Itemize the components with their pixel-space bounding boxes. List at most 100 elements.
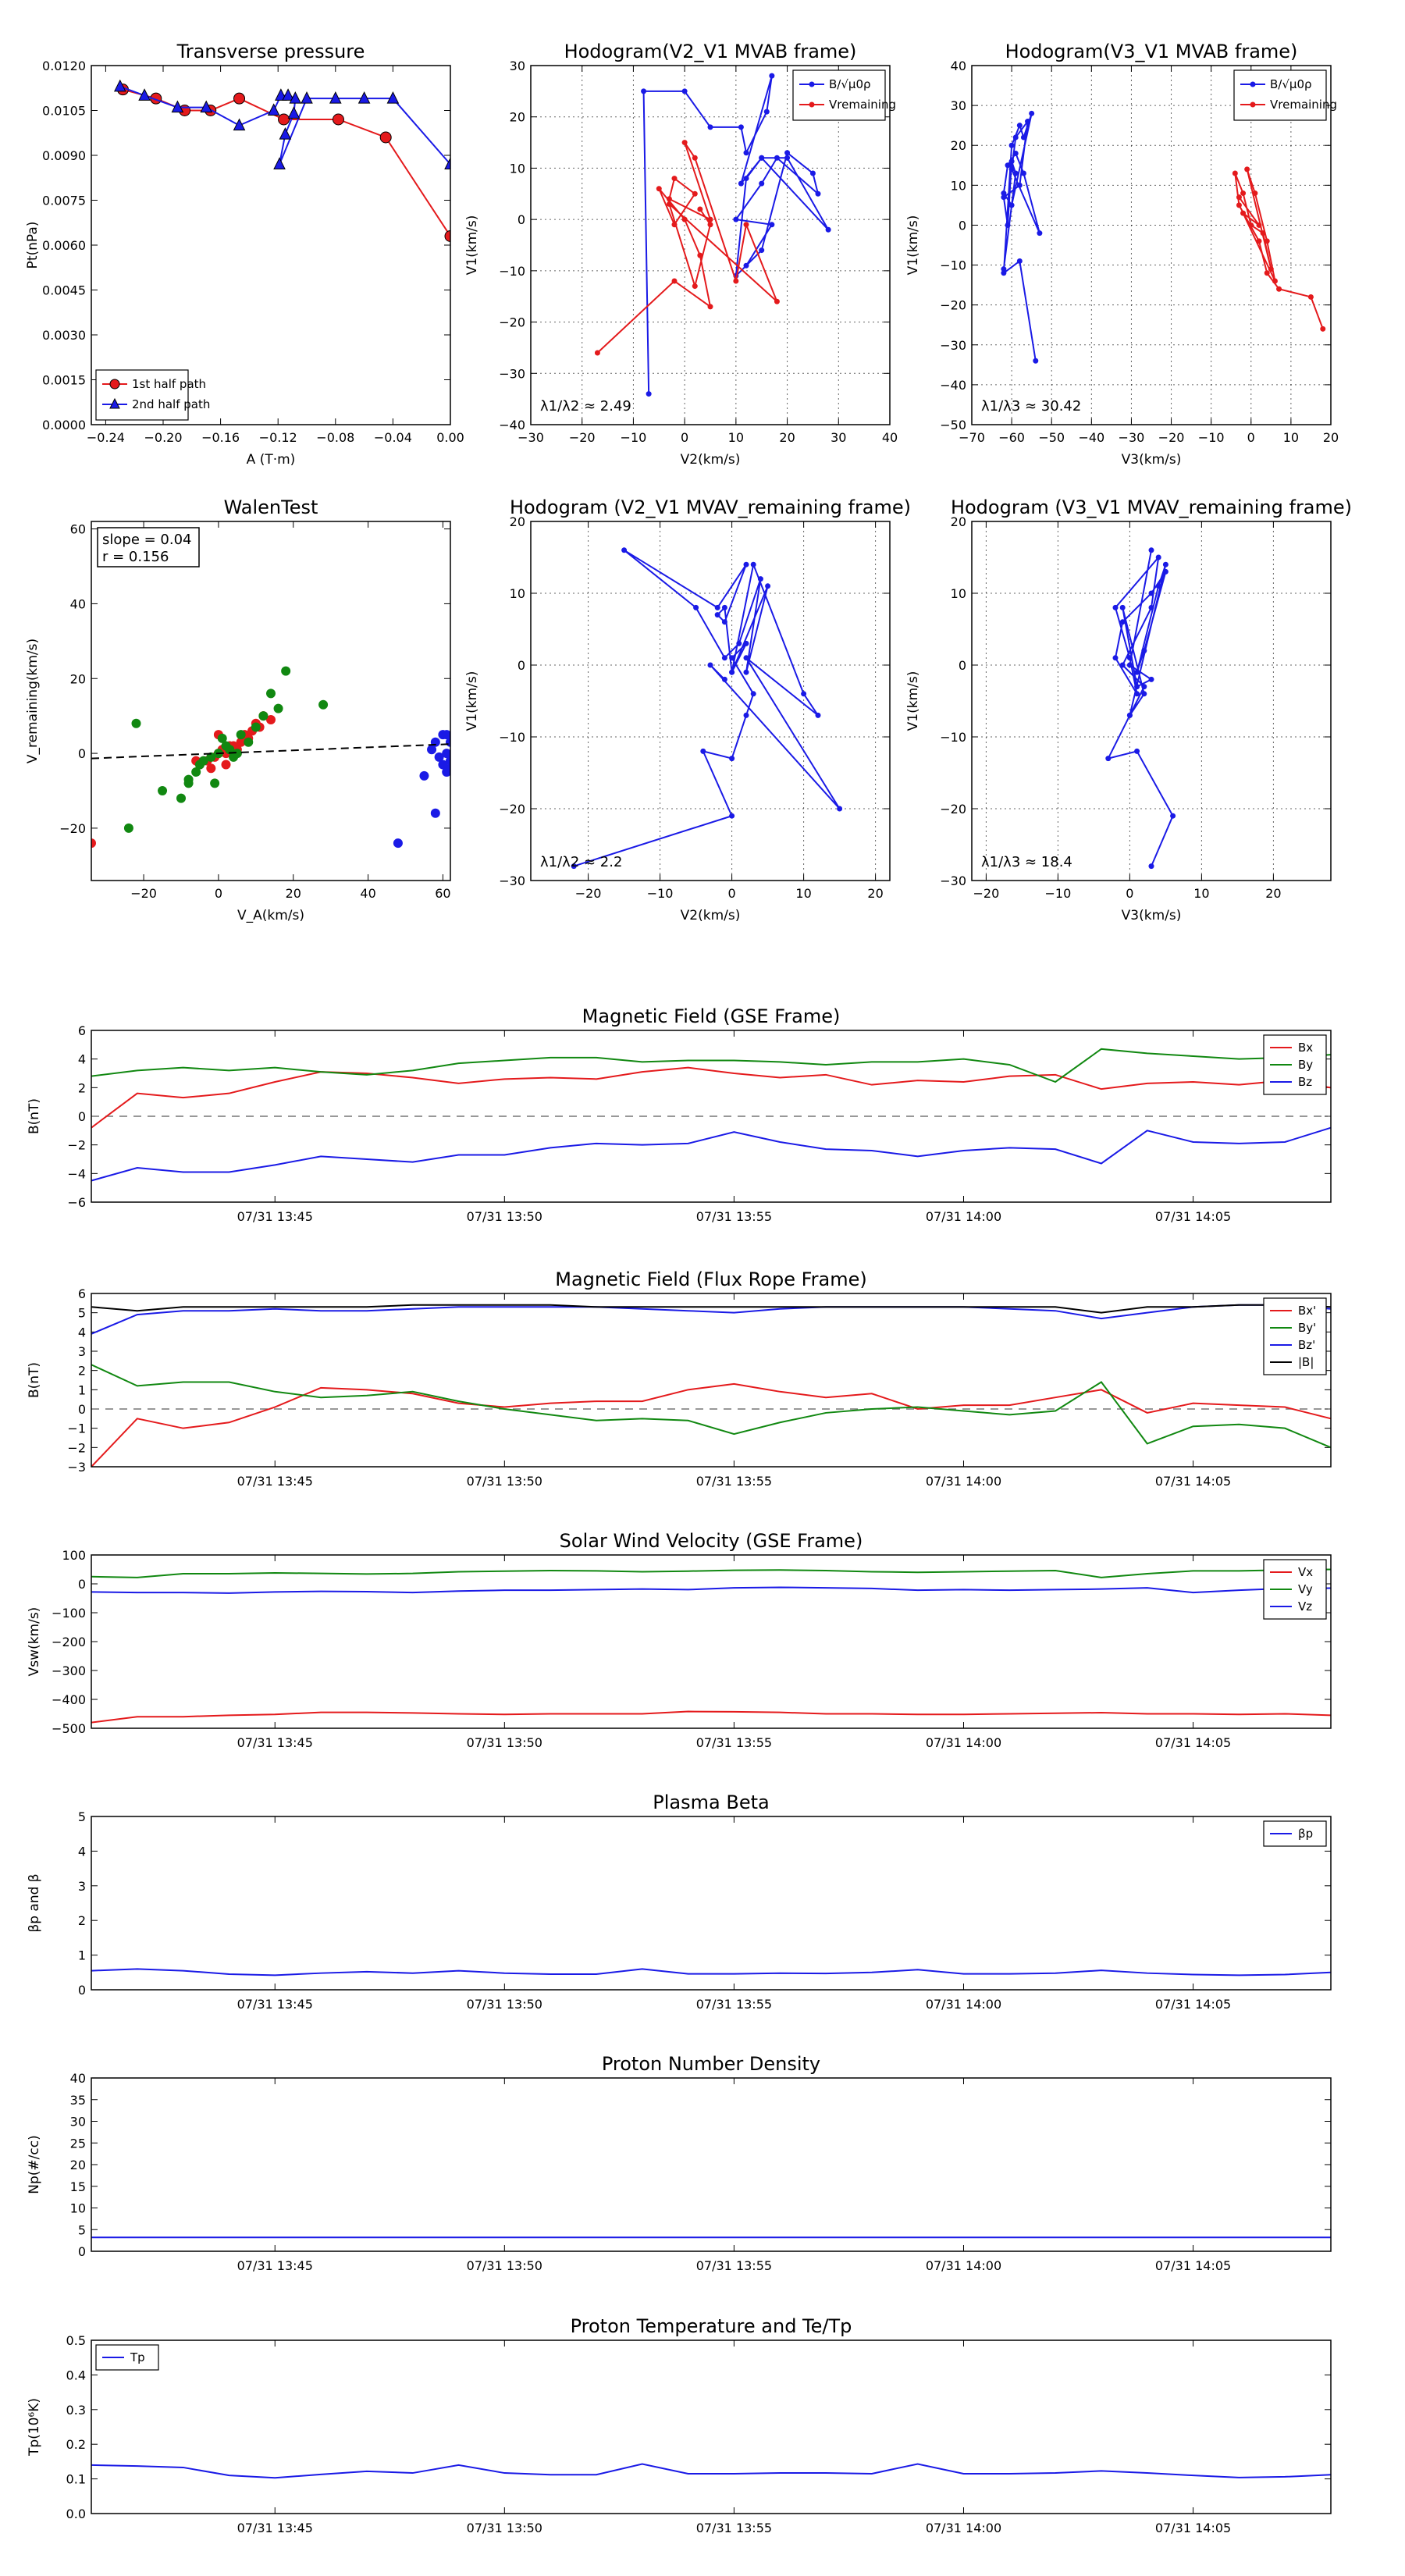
data-point bbox=[1001, 270, 1007, 276]
chart-title: Plasma Beta bbox=[653, 1791, 769, 1813]
x-tick-label: −60 bbox=[998, 430, 1025, 445]
y-tick-label: 4 bbox=[78, 1325, 86, 1340]
chart-title: Hodogram (V3_V1 MVAV_remaining frame) bbox=[951, 496, 1352, 518]
y-tick-label: 3 bbox=[78, 1344, 86, 1359]
y-tick-label: 4 bbox=[78, 1844, 86, 1859]
x-tick-label: −30 bbox=[518, 430, 544, 445]
chart-title: Magnetic Field (GSE Frame) bbox=[582, 1005, 841, 1027]
data-point bbox=[743, 561, 749, 568]
y-tick-label: −20 bbox=[940, 298, 966, 313]
time-tick-label: 07/31 13:45 bbox=[237, 1735, 313, 1750]
data-point bbox=[774, 298, 780, 304]
y-tick-label: 0 bbox=[78, 1402, 86, 1417]
data-point bbox=[1005, 162, 1011, 169]
data-point bbox=[1307, 294, 1314, 300]
data-point bbox=[692, 283, 698, 290]
data-point bbox=[225, 745, 235, 755]
data-point bbox=[1256, 222, 1262, 228]
y-tick-label: −1 bbox=[67, 1421, 86, 1436]
time-tick-label: 07/31 14:00 bbox=[926, 2521, 1001, 2535]
data-point bbox=[1119, 604, 1126, 610]
y-tick-label: 20 bbox=[510, 110, 525, 125]
data-point bbox=[233, 92, 246, 105]
y-tick-label: 0.3 bbox=[66, 2403, 86, 2418]
series-line bbox=[91, 1126, 1332, 1182]
legend-label: Bz' bbox=[1298, 1338, 1315, 1352]
data-point bbox=[714, 612, 720, 618]
data-point bbox=[1155, 583, 1161, 589]
y-tick-label: −30 bbox=[499, 873, 525, 888]
data-point bbox=[1141, 684, 1147, 690]
fit-line bbox=[91, 743, 451, 760]
data-point bbox=[707, 304, 713, 310]
legend-label: Vremaining bbox=[1270, 98, 1337, 112]
y-tick-label: 40 bbox=[70, 596, 86, 611]
time-tick-label: 07/31 13:50 bbox=[467, 1474, 542, 1489]
data-point bbox=[1252, 190, 1258, 197]
data-point bbox=[244, 737, 254, 747]
y-tick-label: 25 bbox=[70, 2136, 86, 2151]
series-line bbox=[91, 1066, 1332, 1129]
data-point bbox=[1148, 590, 1154, 596]
data-point bbox=[765, 583, 771, 589]
data-point bbox=[281, 666, 291, 676]
data-point bbox=[1008, 202, 1015, 208]
time-tick-label: 07/31 13:45 bbox=[237, 2521, 313, 2535]
data-point bbox=[266, 688, 276, 699]
ratio-annotation: λ1/λ2 ≈ 2.49 bbox=[540, 398, 631, 415]
y-tick-label: 0 bbox=[78, 1109, 86, 1124]
chart-title: Transverse pressure bbox=[176, 41, 365, 62]
data-point bbox=[438, 760, 448, 770]
time-tick-label: 07/31 13:45 bbox=[237, 1209, 313, 1224]
time-tick-label: 07/31 14:05 bbox=[1155, 1735, 1231, 1750]
y-tick-label: −30 bbox=[499, 366, 525, 381]
ratio-annotation: λ1/λ3 ≈ 18.4 bbox=[981, 854, 1072, 870]
data-point bbox=[743, 655, 749, 661]
y-axis-label: βp and β bbox=[27, 1873, 42, 1932]
time-tick-label: 07/31 14:00 bbox=[926, 2258, 1001, 2273]
y-tick-label: 0.0060 bbox=[42, 238, 86, 253]
data-point bbox=[1148, 676, 1154, 682]
y-tick-label: −400 bbox=[52, 1692, 86, 1707]
plot-frame bbox=[91, 1030, 1332, 1203]
legend-label: Bz bbox=[1298, 1075, 1312, 1089]
y-tick-label: −200 bbox=[52, 1635, 86, 1649]
y-tick-label: 0 bbox=[959, 218, 966, 233]
chart-hodo_v3v1: −70 −60 −50 −40 −30 −20 −10 0 10 20 −50 −40 −30 −20 −1… bbox=[905, 41, 1339, 468]
y-tick-label: 60 bbox=[70, 522, 86, 537]
legend-marker bbox=[809, 101, 815, 108]
time-tick-label: 07/31 14:00 bbox=[926, 1735, 1001, 1750]
data-point bbox=[1105, 756, 1112, 762]
legend-label: By' bbox=[1298, 1321, 1316, 1335]
y-tick-label: 20 bbox=[70, 2158, 86, 2172]
data-point bbox=[1240, 190, 1247, 197]
y-tick-label: −3 bbox=[67, 1460, 86, 1475]
data-point bbox=[594, 350, 600, 356]
data-point bbox=[666, 201, 672, 207]
x-tick-label: −10 bbox=[1045, 886, 1072, 901]
y-tick-label: 20 bbox=[510, 514, 525, 529]
plot-area bbox=[571, 547, 843, 870]
x-tick-label: 0 bbox=[215, 886, 222, 901]
data-point bbox=[318, 699, 329, 710]
y-tick-label: −40 bbox=[499, 418, 525, 432]
data-point bbox=[571, 863, 577, 870]
data-point bbox=[769, 73, 775, 79]
x-tick-label: 30 bbox=[831, 430, 846, 445]
data-point bbox=[671, 222, 678, 228]
x-tick-label: 40 bbox=[882, 430, 898, 445]
time-tick-label: 07/31 14:00 bbox=[926, 1209, 1001, 1224]
y-axis-label: B(nT) bbox=[27, 1362, 42, 1398]
stats-text: slope = 0.04 bbox=[102, 532, 192, 548]
y-axis-label: Tp(10⁶K) bbox=[27, 2398, 42, 2457]
legend-marker bbox=[809, 81, 815, 87]
data-point bbox=[1240, 210, 1247, 216]
data-point bbox=[232, 749, 242, 759]
y-tick-label: 0.0120 bbox=[42, 59, 86, 73]
y-tick-label: −20 bbox=[59, 821, 86, 836]
data-point bbox=[736, 640, 742, 646]
x-tick-label: −10 bbox=[1198, 430, 1225, 445]
series-line-0 bbox=[573, 549, 841, 867]
